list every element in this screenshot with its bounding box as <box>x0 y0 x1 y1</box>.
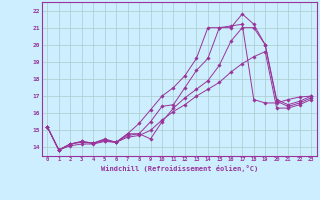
X-axis label: Windchill (Refroidissement éolien,°C): Windchill (Refroidissement éolien,°C) <box>100 165 258 172</box>
